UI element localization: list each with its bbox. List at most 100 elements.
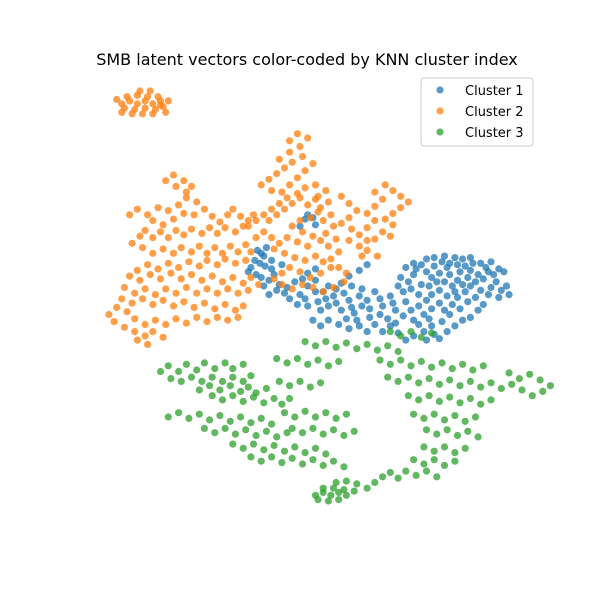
legend-label-1: Cluster 1 bbox=[465, 84, 524, 99]
point-series-3-144 bbox=[435, 397, 443, 405]
point-series-2-200 bbox=[327, 211, 335, 219]
point-series-2-228 bbox=[265, 175, 273, 183]
point-series-2-109 bbox=[224, 285, 232, 293]
point-series-1-114 bbox=[490, 271, 498, 279]
point-series-3-71 bbox=[298, 460, 307, 468]
point-series-3-145 bbox=[446, 393, 454, 401]
point-series-2-111 bbox=[203, 285, 211, 293]
point-series-1-31 bbox=[301, 295, 309, 303]
point-series-3-49 bbox=[221, 424, 229, 432]
point-series-2-80 bbox=[247, 248, 255, 256]
point-series-2-89 bbox=[164, 259, 172, 267]
point-series-2-169 bbox=[260, 228, 268, 236]
point-series-2-116 bbox=[151, 291, 159, 299]
point-series-3-68 bbox=[268, 453, 276, 461]
point-series-2-8 bbox=[141, 104, 149, 112]
point-series-3-123 bbox=[438, 359, 446, 367]
point-series-3-44 bbox=[247, 419, 255, 427]
point-series-1-156 bbox=[443, 328, 451, 336]
point-series-1-12 bbox=[268, 265, 276, 273]
point-series-1-44 bbox=[340, 289, 348, 297]
point-series-1-122 bbox=[495, 293, 503, 301]
point-series-1-128 bbox=[446, 310, 454, 319]
point-series-3-153 bbox=[440, 416, 449, 424]
point-series-2-215 bbox=[273, 211, 281, 219]
point-series-3-181 bbox=[518, 386, 526, 394]
point-series-2-15 bbox=[128, 110, 136, 118]
point-series-2-81 bbox=[242, 256, 250, 264]
point-series-1-139 bbox=[355, 322, 363, 330]
point-series-2-223 bbox=[309, 160, 317, 168]
point-series-2-97 bbox=[167, 269, 175, 277]
point-series-2-112 bbox=[193, 289, 201, 297]
point-series-2-181 bbox=[286, 263, 294, 272]
point-series-2-115 bbox=[162, 285, 170, 293]
point-series-1-142 bbox=[324, 316, 332, 324]
point-series-2-164 bbox=[304, 242, 312, 250]
point-series-2-203 bbox=[314, 192, 322, 200]
point-series-1-171 bbox=[402, 263, 410, 272]
point-series-1-100 bbox=[435, 299, 443, 307]
point-series-1-97 bbox=[410, 316, 418, 324]
point-series-2-114 bbox=[172, 289, 180, 297]
point-series-3-178 bbox=[515, 375, 524, 383]
point-series-2-238 bbox=[345, 236, 353, 245]
point-series-2-48 bbox=[229, 205, 237, 213]
point-series-2-198 bbox=[329, 222, 338, 230]
point-series-2-53 bbox=[231, 228, 239, 236]
point-series-2-239 bbox=[355, 242, 363, 250]
point-series-3-33 bbox=[270, 394, 278, 403]
point-series-3-37 bbox=[175, 409, 183, 417]
point-series-2-19 bbox=[146, 87, 154, 95]
point-series-2-259 bbox=[358, 252, 366, 260]
point-series-1-102 bbox=[448, 300, 456, 309]
point-series-2-43 bbox=[190, 211, 198, 219]
point-series-1-39 bbox=[329, 292, 338, 300]
point-series-2-158 bbox=[306, 214, 314, 222]
point-series-2-28 bbox=[182, 188, 190, 196]
point-series-2-45 bbox=[208, 212, 216, 220]
point-series-3-29 bbox=[229, 392, 237, 400]
point-series-2-191 bbox=[342, 269, 350, 277]
point-series-2-222 bbox=[301, 167, 309, 175]
point-series-2-14 bbox=[154, 93, 162, 101]
point-series-2-262 bbox=[286, 148, 294, 156]
point-series-3-12 bbox=[187, 373, 196, 381]
point-series-2-217 bbox=[288, 199, 296, 208]
point-series-1-68 bbox=[415, 291, 423, 299]
point-series-3-197 bbox=[332, 478, 340, 487]
point-series-1-81 bbox=[440, 278, 449, 286]
point-series-3-100 bbox=[324, 362, 332, 370]
point-series-3-170 bbox=[430, 456, 438, 464]
point-series-3-21 bbox=[216, 386, 224, 394]
point-series-3-138 bbox=[487, 379, 495, 387]
point-series-2-84 bbox=[213, 261, 221, 269]
point-series-3-53 bbox=[262, 427, 270, 435]
point-series-3-65 bbox=[322, 450, 330, 458]
point-series-2-69 bbox=[159, 245, 167, 253]
point-series-1-34 bbox=[293, 300, 301, 309]
point-series-3-60 bbox=[270, 441, 278, 450]
point-series-1-46 bbox=[348, 303, 356, 311]
point-series-2-224 bbox=[298, 152, 307, 161]
point-series-3-48 bbox=[211, 429, 219, 437]
point-series-2-140 bbox=[162, 320, 170, 329]
point-series-3-137 bbox=[477, 383, 485, 391]
point-series-3-66 bbox=[247, 453, 255, 461]
point-series-2-121 bbox=[128, 299, 136, 307]
point-series-2-185 bbox=[288, 285, 296, 293]
point-series-3-152 bbox=[430, 410, 438, 418]
point-series-1-53 bbox=[366, 305, 374, 313]
point-series-3-175 bbox=[422, 467, 431, 475]
point-series-3-73 bbox=[319, 461, 327, 469]
point-series-3-20 bbox=[206, 382, 214, 390]
point-series-2-165 bbox=[293, 238, 301, 246]
point-series-3-16 bbox=[229, 373, 237, 381]
point-series-1-92 bbox=[428, 291, 436, 299]
point-series-2-156 bbox=[304, 201, 312, 209]
point-series-2-78 bbox=[234, 248, 242, 256]
point-series-1-118 bbox=[487, 283, 495, 292]
legend: Cluster 1 Cluster 2 Cluster 3 bbox=[420, 77, 534, 147]
point-series-3-120 bbox=[407, 362, 415, 370]
point-series-2-30 bbox=[180, 177, 188, 185]
